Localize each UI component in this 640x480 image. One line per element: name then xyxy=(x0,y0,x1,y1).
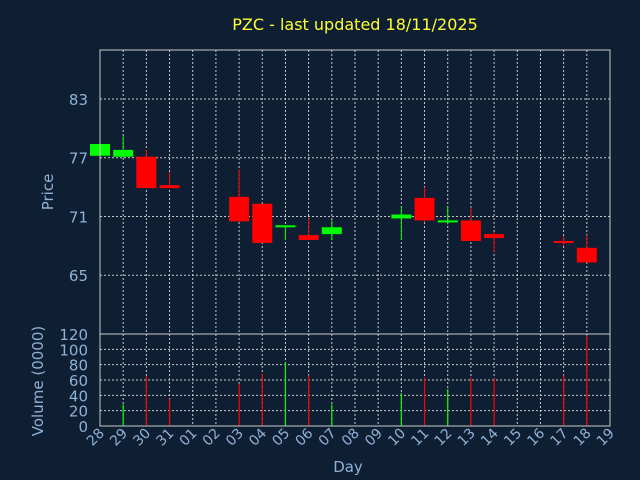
volume-panel-frame xyxy=(99,333,611,427)
x-tick-label: 12 xyxy=(432,426,456,450)
candle xyxy=(553,236,574,246)
x-tick-label: 02 xyxy=(200,426,224,450)
candle-body xyxy=(113,149,134,157)
candle xyxy=(159,172,180,189)
x-tick-label: 15 xyxy=(501,426,525,450)
candle-body xyxy=(437,220,458,223)
candle xyxy=(460,207,481,241)
candle xyxy=(391,206,412,240)
x-tick-label: 17 xyxy=(548,426,572,450)
x-tick-label: 08 xyxy=(339,426,363,450)
x-tick-label: 14 xyxy=(478,425,502,449)
candle-body xyxy=(159,185,180,189)
x-tick-label: 30 xyxy=(130,426,154,450)
price-tick-label: 83 xyxy=(69,91,88,109)
candle xyxy=(437,206,458,225)
candle-body xyxy=(275,225,296,228)
x-tick-label: 07 xyxy=(316,426,340,450)
volume-tick-label: 80 xyxy=(69,357,88,375)
price-candles xyxy=(90,136,597,263)
volume-tick-label: 120 xyxy=(59,326,88,344)
x-tick-label: 13 xyxy=(455,426,479,450)
candle-body xyxy=(229,196,250,222)
volume-tick-label: 40 xyxy=(69,387,88,405)
x-tick-label: 10 xyxy=(385,426,409,450)
price-grid xyxy=(99,50,611,334)
x-tick-label: 16 xyxy=(524,425,548,449)
volume-bars xyxy=(122,335,588,426)
x-tick-label: 18 xyxy=(571,426,595,450)
x-tick-label: 19 xyxy=(594,426,618,450)
volume-grid xyxy=(99,333,611,427)
candle-body xyxy=(553,240,574,243)
candle-body xyxy=(576,247,597,263)
price-tick-label: 71 xyxy=(69,208,88,226)
candle xyxy=(275,225,296,240)
candle xyxy=(414,187,435,223)
volume-tick-label: 100 xyxy=(59,341,88,359)
price-y-ticks: 65 71 77 83 xyxy=(69,91,88,285)
x-ticks: 28 29 30 31 01 02 03 04 05 06 07 08 09 10 11 12 13 14 15 16… xyxy=(84,425,618,449)
x-tick-label: 11 xyxy=(408,426,432,450)
candle-body xyxy=(391,214,412,219)
volume-tick-label: 0 xyxy=(78,418,88,436)
candle-body xyxy=(414,197,435,221)
x-tick-label: 29 xyxy=(107,426,131,450)
price-tick-label: 65 xyxy=(69,267,88,285)
x-tick-label: 03 xyxy=(223,426,247,450)
volume-tick-label: 20 xyxy=(69,403,88,421)
x-tick-label: 06 xyxy=(293,425,317,449)
candle-body xyxy=(484,234,505,239)
candle xyxy=(321,220,342,240)
x-tick-label: 01 xyxy=(177,426,201,450)
x-tick-label: 09 xyxy=(362,426,386,450)
x-axis-label: Day xyxy=(333,458,363,476)
candle-body xyxy=(321,227,342,235)
candle xyxy=(298,218,319,240)
candle xyxy=(576,235,597,263)
x-tick-label: 04 xyxy=(246,425,270,449)
candle xyxy=(484,232,505,252)
candle xyxy=(252,203,273,243)
price-tick-label: 77 xyxy=(69,150,88,168)
candle-body xyxy=(460,220,481,241)
volume-axis-label: Volume (0000) xyxy=(29,326,47,436)
candle-body xyxy=(252,203,273,243)
candle xyxy=(136,149,157,189)
candle-body xyxy=(298,235,319,240)
candle-body xyxy=(136,156,157,189)
volume-tick-label: 60 xyxy=(69,372,88,390)
price-axis-label: Price xyxy=(39,174,57,211)
x-tick-label: 05 xyxy=(269,426,293,450)
candle xyxy=(113,136,134,158)
candle xyxy=(229,169,250,222)
x-tick-label: 31 xyxy=(153,426,177,450)
chart-title: PZC - last updated 18/11/2025 xyxy=(232,15,478,34)
